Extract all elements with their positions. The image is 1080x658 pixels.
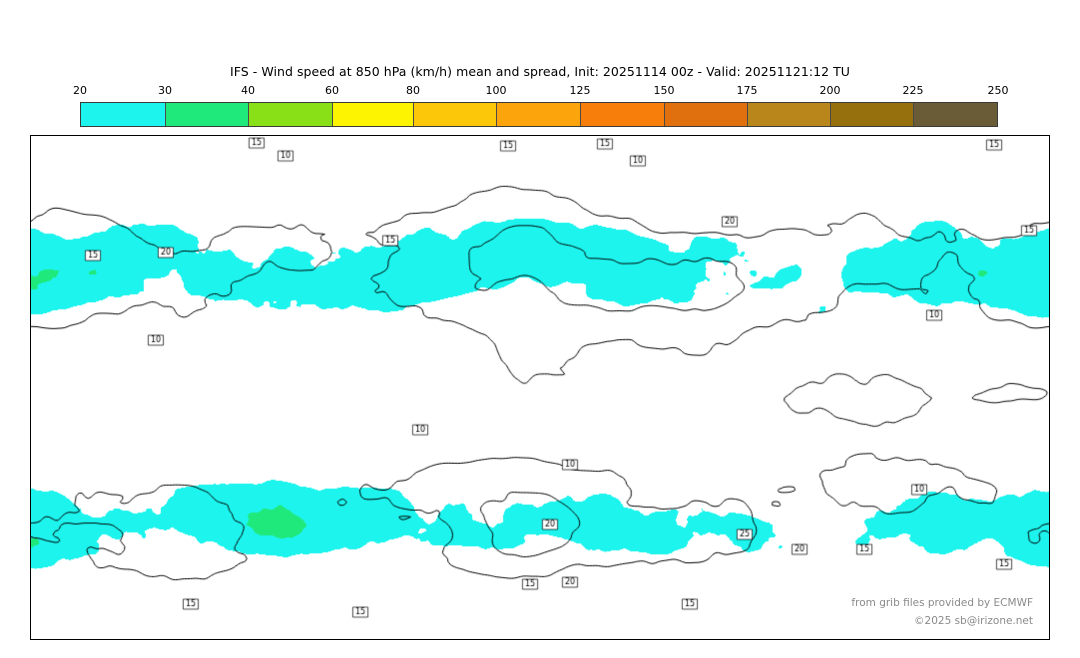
- colorbar-band-20-30: [81, 103, 166, 126]
- colorbar-tick-250: 250: [987, 84, 1009, 97]
- colorbar-tick-200: 200: [819, 84, 841, 97]
- colorbar-tick-20: 20: [73, 84, 87, 97]
- colorbar-tick-labels: 20 30 40 60 80 100 125 150 175 200 225 250: [73, 84, 1009, 100]
- page-title: IFS - Wind speed at 850 hPa (km/h) mean …: [230, 64, 850, 79]
- wind-spread-map-canvas[interactable]: [31, 136, 1049, 639]
- colorbar-band-60-80: [333, 103, 414, 126]
- map-panel[interactable]: from grib files provided by ECMWF ©2025 …: [30, 135, 1050, 640]
- colorbar-band-30-40: [166, 103, 249, 126]
- colorbar-tick-225: 225: [902, 84, 924, 97]
- colorbar-band-125-150: [581, 103, 665, 126]
- colorbar-tick-175: 175: [736, 84, 758, 97]
- colorbar-tick-150: 150: [653, 84, 675, 97]
- colorbar-band-150-175: [665, 103, 748, 126]
- colorbar-tick-100: 100: [485, 84, 507, 97]
- colorbar-tick-125: 125: [569, 84, 591, 97]
- colorbar-tick-60: 60: [325, 84, 339, 97]
- colorbar: 20 30 40 60 80 100 125 150 175 200 225 250: [73, 84, 1009, 128]
- colorbar-band-175-200: [748, 103, 831, 126]
- colorbar-tick-30: 30: [158, 84, 172, 97]
- colorbar-gradient-bar: [80, 102, 998, 127]
- colorbar-band-225-250: [914, 103, 997, 126]
- colorbar-tick-40: 40: [241, 84, 255, 97]
- colorbar-tick-80: 80: [406, 84, 420, 97]
- colorbar-band-40-60: [249, 103, 333, 126]
- colorbar-band-200-225: [831, 103, 914, 126]
- colorbar-band-80-100: [414, 103, 497, 126]
- colorbar-band-100-125: [497, 103, 581, 126]
